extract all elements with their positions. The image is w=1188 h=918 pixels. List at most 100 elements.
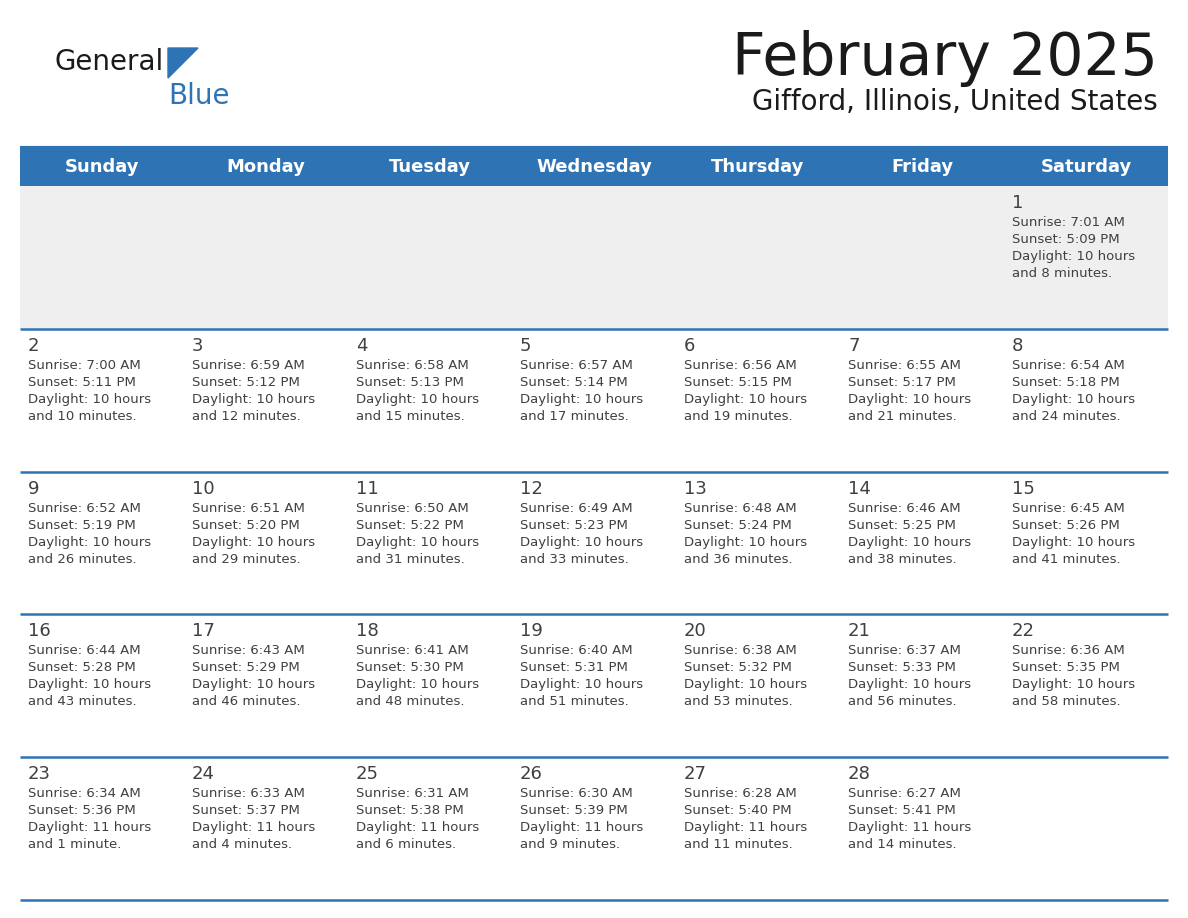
Text: Sunrise: 6:40 AM: Sunrise: 6:40 AM <box>520 644 633 657</box>
Text: and 10 minutes.: and 10 minutes. <box>29 409 137 423</box>
Text: Sunset: 5:32 PM: Sunset: 5:32 PM <box>684 661 792 675</box>
Text: 24: 24 <box>192 766 215 783</box>
Text: and 6 minutes.: and 6 minutes. <box>356 838 456 851</box>
Text: Sunrise: 6:56 AM: Sunrise: 6:56 AM <box>684 359 797 372</box>
Text: and 58 minutes.: and 58 minutes. <box>1012 696 1120 709</box>
Text: Sunrise: 7:00 AM: Sunrise: 7:00 AM <box>29 359 140 372</box>
Text: Sunset: 5:15 PM: Sunset: 5:15 PM <box>684 375 792 389</box>
Text: Sunrise: 6:45 AM: Sunrise: 6:45 AM <box>1012 501 1125 515</box>
Text: 7: 7 <box>848 337 859 354</box>
Text: 20: 20 <box>684 622 707 641</box>
Text: 14: 14 <box>848 479 871 498</box>
Text: Gifford, Illinois, United States: Gifford, Illinois, United States <box>752 88 1158 116</box>
Text: 27: 27 <box>684 766 707 783</box>
Text: Sunset: 5:31 PM: Sunset: 5:31 PM <box>520 661 628 675</box>
Text: Sunrise: 6:48 AM: Sunrise: 6:48 AM <box>684 501 797 515</box>
Text: Sunset: 5:18 PM: Sunset: 5:18 PM <box>1012 375 1120 389</box>
Text: Sunrise: 6:43 AM: Sunrise: 6:43 AM <box>192 644 305 657</box>
Text: 4: 4 <box>356 337 367 354</box>
Text: Sunrise: 6:33 AM: Sunrise: 6:33 AM <box>192 788 305 800</box>
Text: and 38 minutes.: and 38 minutes. <box>848 553 956 565</box>
Text: Sunset: 5:26 PM: Sunset: 5:26 PM <box>1012 519 1120 532</box>
Text: and 48 minutes.: and 48 minutes. <box>356 696 465 709</box>
Text: 12: 12 <box>520 479 543 498</box>
Text: General: General <box>55 48 164 76</box>
Polygon shape <box>168 48 198 78</box>
Text: and 21 minutes.: and 21 minutes. <box>848 409 956 423</box>
Text: 1: 1 <box>1012 194 1023 212</box>
Text: Daylight: 10 hours: Daylight: 10 hours <box>848 678 971 691</box>
Text: and 33 minutes.: and 33 minutes. <box>520 553 628 565</box>
Text: and 4 minutes.: and 4 minutes. <box>192 838 292 851</box>
Text: 15: 15 <box>1012 479 1035 498</box>
Text: Daylight: 10 hours: Daylight: 10 hours <box>520 393 643 406</box>
Text: and 51 minutes.: and 51 minutes. <box>520 696 628 709</box>
Text: and 14 minutes.: and 14 minutes. <box>848 838 956 851</box>
Text: 26: 26 <box>520 766 543 783</box>
Text: Daylight: 10 hours: Daylight: 10 hours <box>684 393 807 406</box>
Text: Sunrise: 6:30 AM: Sunrise: 6:30 AM <box>520 788 633 800</box>
Text: and 43 minutes.: and 43 minutes. <box>29 696 137 709</box>
Bar <box>20 186 1168 329</box>
Text: 21: 21 <box>848 622 871 641</box>
Text: and 46 minutes.: and 46 minutes. <box>192 696 301 709</box>
Text: Sunset: 5:39 PM: Sunset: 5:39 PM <box>520 804 627 817</box>
Text: 22: 22 <box>1012 622 1035 641</box>
Text: Sunset: 5:19 PM: Sunset: 5:19 PM <box>29 519 135 532</box>
Text: 19: 19 <box>520 622 543 641</box>
Text: 6: 6 <box>684 337 695 354</box>
Text: Sunset: 5:29 PM: Sunset: 5:29 PM <box>192 661 299 675</box>
Text: Sunrise: 6:51 AM: Sunrise: 6:51 AM <box>192 501 305 515</box>
Text: Sunrise: 7:01 AM: Sunrise: 7:01 AM <box>1012 216 1125 229</box>
Text: and 26 minutes.: and 26 minutes. <box>29 553 137 565</box>
Text: Daylight: 10 hours: Daylight: 10 hours <box>684 678 807 691</box>
Text: Sunrise: 6:55 AM: Sunrise: 6:55 AM <box>848 359 961 372</box>
Text: Daylight: 11 hours: Daylight: 11 hours <box>192 822 315 834</box>
Text: Daylight: 10 hours: Daylight: 10 hours <box>29 535 151 549</box>
Text: 17: 17 <box>192 622 215 641</box>
Text: Daylight: 10 hours: Daylight: 10 hours <box>520 678 643 691</box>
Text: February 2025: February 2025 <box>732 30 1158 87</box>
Text: Sunset: 5:24 PM: Sunset: 5:24 PM <box>684 519 791 532</box>
Text: Daylight: 10 hours: Daylight: 10 hours <box>356 678 479 691</box>
Text: 9: 9 <box>29 479 39 498</box>
Bar <box>20 472 1168 614</box>
Text: Sunrise: 6:31 AM: Sunrise: 6:31 AM <box>356 788 469 800</box>
Text: Sunday: Sunday <box>65 158 139 176</box>
Text: 13: 13 <box>684 479 707 498</box>
Text: Daylight: 10 hours: Daylight: 10 hours <box>1012 535 1135 549</box>
Text: and 41 minutes.: and 41 minutes. <box>1012 553 1120 565</box>
Text: 8: 8 <box>1012 337 1023 354</box>
Text: 16: 16 <box>29 622 51 641</box>
Text: Sunset: 5:22 PM: Sunset: 5:22 PM <box>356 519 463 532</box>
Text: Sunrise: 6:34 AM: Sunrise: 6:34 AM <box>29 788 140 800</box>
Text: 3: 3 <box>192 337 203 354</box>
Text: Daylight: 10 hours: Daylight: 10 hours <box>356 393 479 406</box>
Text: Blue: Blue <box>168 82 229 110</box>
Text: Daylight: 10 hours: Daylight: 10 hours <box>684 535 807 549</box>
Bar <box>20 148 1168 186</box>
Text: Sunrise: 6:50 AM: Sunrise: 6:50 AM <box>356 501 469 515</box>
Text: Daylight: 10 hours: Daylight: 10 hours <box>1012 250 1135 263</box>
Text: Thursday: Thursday <box>712 158 804 176</box>
Text: Sunset: 5:14 PM: Sunset: 5:14 PM <box>520 375 627 389</box>
Text: Daylight: 10 hours: Daylight: 10 hours <box>29 393 151 406</box>
Text: Daylight: 10 hours: Daylight: 10 hours <box>1012 393 1135 406</box>
Text: Daylight: 10 hours: Daylight: 10 hours <box>192 535 315 549</box>
Text: and 24 minutes.: and 24 minutes. <box>1012 409 1120 423</box>
Text: and 8 minutes.: and 8 minutes. <box>1012 267 1112 280</box>
Text: Sunrise: 6:27 AM: Sunrise: 6:27 AM <box>848 788 961 800</box>
Text: Sunset: 5:25 PM: Sunset: 5:25 PM <box>848 519 956 532</box>
Text: 25: 25 <box>356 766 379 783</box>
Text: Daylight: 10 hours: Daylight: 10 hours <box>356 535 479 549</box>
Text: Sunrise: 6:59 AM: Sunrise: 6:59 AM <box>192 359 305 372</box>
Text: Sunrise: 6:38 AM: Sunrise: 6:38 AM <box>684 644 797 657</box>
Text: Sunset: 5:11 PM: Sunset: 5:11 PM <box>29 375 135 389</box>
Text: and 36 minutes.: and 36 minutes. <box>684 553 792 565</box>
Text: Sunrise: 6:44 AM: Sunrise: 6:44 AM <box>29 644 140 657</box>
Text: Sunrise: 6:52 AM: Sunrise: 6:52 AM <box>29 501 141 515</box>
Text: 10: 10 <box>192 479 215 498</box>
Text: Sunset: 5:13 PM: Sunset: 5:13 PM <box>356 375 463 389</box>
Text: Sunset: 5:23 PM: Sunset: 5:23 PM <box>520 519 628 532</box>
Text: Daylight: 10 hours: Daylight: 10 hours <box>192 393 315 406</box>
